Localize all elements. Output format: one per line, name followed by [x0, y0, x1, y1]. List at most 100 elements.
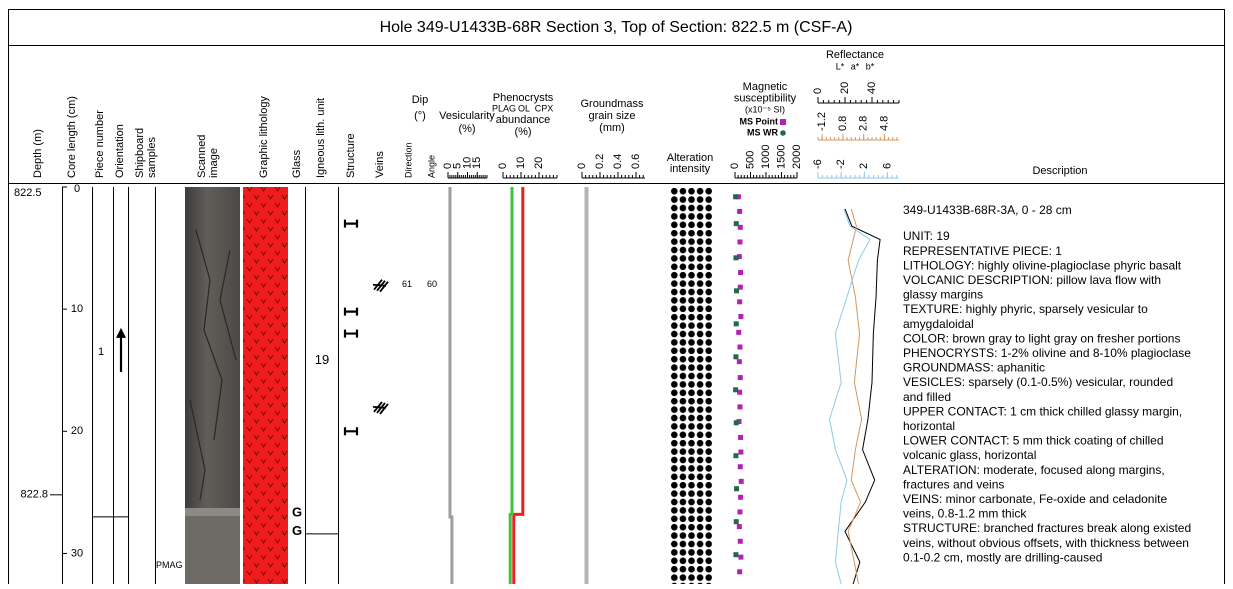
ms-point	[738, 495, 743, 500]
column-label: Scanned	[196, 135, 208, 178]
tick-label: 2000	[791, 145, 803, 169]
description-line: COLOR: brown gray to light gray on fresh…	[903, 331, 1180, 345]
tick-label: 6	[881, 163, 893, 169]
glass-mark: G	[292, 505, 302, 520]
legend-symbol	[780, 119, 786, 125]
description-line: 0.1-0.2 cm, mostly are drilling-caused	[903, 550, 1102, 564]
description-line: UNIT: 19	[903, 229, 950, 243]
sample-label: PMAG	[156, 560, 183, 570]
ms-point	[733, 453, 738, 458]
ms-point	[733, 552, 738, 557]
legend-entry: CPX	[535, 103, 554, 113]
core-sheet: Hole 349-U1433B-68R Section 3, Top of Se…	[0, 0, 1233, 584]
column-label: Structure	[345, 133, 357, 178]
reflectance-line	[848, 209, 862, 584]
tick-label: -2	[835, 159, 847, 169]
alteration-intensity	[670, 187, 713, 584]
ms-point	[734, 486, 739, 491]
tick-label: 0	[576, 163, 588, 169]
tick-label: 15	[471, 157, 483, 169]
depth-label: 822.5	[14, 187, 42, 199]
description-line: glassy margins	[903, 288, 983, 302]
ms-point	[736, 330, 741, 335]
ms-point	[737, 404, 742, 409]
column-label: (°)	[414, 110, 426, 122]
description-line: veins, without obvious offsets, with thi…	[903, 536, 1189, 550]
description-line: horizontal	[903, 419, 955, 433]
piece-number: 1	[98, 346, 104, 358]
ms-point	[738, 314, 743, 319]
description-line: LITHOLOGY: highly olivine-plagioclase ph…	[903, 258, 1182, 272]
vesicularity-line	[450, 187, 452, 584]
ms-point	[738, 450, 743, 455]
description-line: STRUCTURE: branched fractures break alon…	[903, 521, 1191, 535]
column-label: samples	[146, 137, 158, 178]
column-label: susceptibility	[734, 92, 797, 104]
tick-label: 0	[812, 88, 824, 94]
tick-label: 0.6	[630, 154, 642, 169]
description-line: VEINS: minor carbonate, Fe-oxide and cel…	[903, 492, 1167, 506]
structure-symbol	[345, 330, 357, 338]
column-label: Depth (m)	[32, 129, 44, 178]
vein-symbol	[373, 402, 388, 414]
ms-point	[738, 270, 743, 275]
orientation-arrowhead	[116, 328, 126, 338]
description-line: VOLCANIC DESCRIPTION: pillow lava flow w…	[903, 273, 1161, 287]
scanned-image-break	[185, 508, 240, 516]
column-label: Phenocrysts	[493, 92, 554, 104]
ms-point	[733, 354, 738, 359]
ms-point	[737, 299, 742, 304]
description-line: VESICLES: sparsely (0.1-0.5%) vesicular,…	[903, 375, 1173, 389]
ms-point	[738, 464, 743, 469]
column-label: (x10⁻⁵ SI)	[745, 104, 785, 114]
tick-label: 30	[71, 547, 83, 559]
structure-symbol	[345, 427, 357, 435]
structure-symbol	[345, 220, 357, 228]
description-line: ALTERATION: moderate, focused along marg…	[903, 463, 1165, 477]
ms-point	[738, 539, 743, 544]
depth-label: 822.8	[20, 489, 48, 501]
scanned-image-lower	[185, 516, 240, 584]
dip-direction: 61	[402, 279, 412, 289]
ms-point	[737, 239, 742, 244]
lithology-pattern	[243, 187, 288, 584]
column-label: Direction	[403, 142, 413, 178]
tick-label: 0.8	[837, 116, 849, 131]
description-line: fractures and veins	[903, 477, 1004, 491]
tick-label: 20	[839, 82, 851, 94]
tick-label: 4.8	[878, 116, 890, 131]
tick-label: -6	[812, 159, 824, 169]
ms-point	[734, 321, 739, 326]
column-label: Veins	[374, 151, 386, 178]
phenocryst-line	[510, 187, 512, 584]
tick-label: 0	[74, 183, 80, 195]
ms-point	[733, 255, 738, 260]
column-label: abundance	[496, 114, 550, 126]
ms-point	[738, 555, 743, 560]
glass-mark: G	[292, 523, 302, 538]
ms-point	[737, 524, 742, 529]
description-line: PHENOCRYSTS: 1-2% olivine and 8-10% plag…	[903, 346, 1191, 360]
description-line: GROUNDMASS: aphanitic	[903, 361, 1045, 375]
ms-point	[734, 420, 739, 425]
ms-point	[733, 387, 738, 392]
description-heading: 349-U1433B-68R-3A, 0 - 28 cm	[903, 203, 1072, 217]
ms-point	[737, 209, 742, 214]
column-label: (mm)	[599, 122, 625, 134]
column-label: Reflectance	[826, 49, 884, 61]
tick-label: 20	[71, 425, 83, 437]
ms-point	[738, 435, 743, 440]
ms-point	[739, 479, 744, 484]
column-label: Magnetic	[743, 81, 788, 93]
column-label: (%)	[514, 126, 531, 138]
tick-label: 0.2	[594, 154, 606, 169]
ms-point	[733, 194, 738, 199]
legend-entry: b*	[866, 61, 875, 71]
column-label: Orientation	[114, 124, 126, 178]
description-line: and filled	[903, 390, 951, 404]
legend-entry: MS WR	[747, 127, 778, 137]
column-label: Piece number	[94, 110, 106, 178]
description-line: volcanic glass, horizontal	[903, 448, 1036, 462]
ms-point	[734, 288, 739, 293]
legend-entry: L*	[836, 61, 845, 71]
